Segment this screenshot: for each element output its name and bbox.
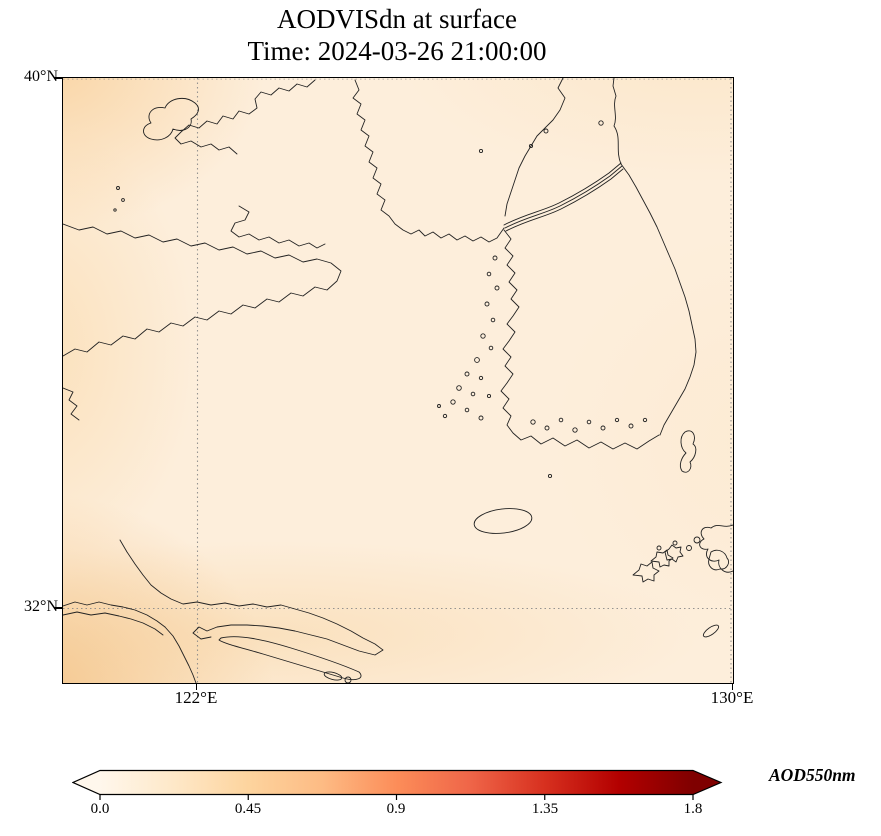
islands-korea-west [437,255,500,421]
coastline-bohai-west [174,79,316,155]
coastline-bohai-inlet [230,205,326,249]
map-overlay-svg [63,78,733,683]
colorbar-tickmarks [99,794,694,800]
coastline-yangtze-south-1 [63,601,166,628]
plot-subtitle-time: Time: 2024-03-26 21:00:00 [247,35,547,66]
gridlines [63,78,733,683]
ytickmark-40n [54,77,62,79]
colorbar [72,769,723,800]
cbar-tick-0: 0.0 [90,801,110,817]
coastline-kyushu [699,524,733,573]
border-river-upper [612,78,622,165]
island-kyushu-1 [693,536,701,544]
island-chongming [218,636,362,681]
cbar-tick-045: 0.45 [234,801,262,817]
coastline-liaodong [352,79,505,243]
island-amakusa [708,549,730,571]
colorbar-label: AOD550nm [769,765,856,785]
island-jeju [473,508,533,534]
xtickmark-122e [195,683,197,690]
border-river-1 [503,162,622,226]
cbar-tick-135: 1.35 [531,801,559,817]
island-yangtze-2 [344,676,352,683]
xtick-130e: 130°E [710,688,754,707]
river-nk [504,78,566,217]
island-kyushu-2 [686,545,692,551]
coastlines [63,78,733,683]
cbar-tick-09: 0.9 [386,801,406,817]
border-river-3 [505,168,624,232]
island-yangtze-1 [323,671,343,681]
plot-title: AODVISdn at surface [277,4,517,34]
coastline-yangtze-north [119,539,384,656]
xtick-122e: 122°E [174,688,218,707]
ytickmark-32n [54,607,62,609]
xtickmark-130e [731,683,733,690]
coastline-korea-west-south [500,229,660,450]
island-tsushima [679,430,697,473]
border-river-2 [504,165,623,229]
ytick-32n: 32°N [24,598,58,615]
coastline-shandong [63,223,342,357]
colorbar-bar [72,769,723,796]
coastline-yangtze-south-2 [63,611,164,636]
ytick-40n: 40°N [24,68,58,85]
coastline-jiaozhou [63,387,80,421]
coastline-hook-peninsula [143,97,199,141]
map-canvas [62,77,734,684]
title-block: AODVISdn at surface Time: 2024-03-26 21:… [62,4,732,68]
coastline-korea-east [620,163,697,436]
coastline-china-south [164,626,197,683]
islands-korea-south [530,417,648,433]
island-koshiki [702,624,720,638]
islands-korea-bay [113,120,604,479]
cbar-tick-18: 1.8 [683,801,703,817]
islands-goto [632,540,684,583]
